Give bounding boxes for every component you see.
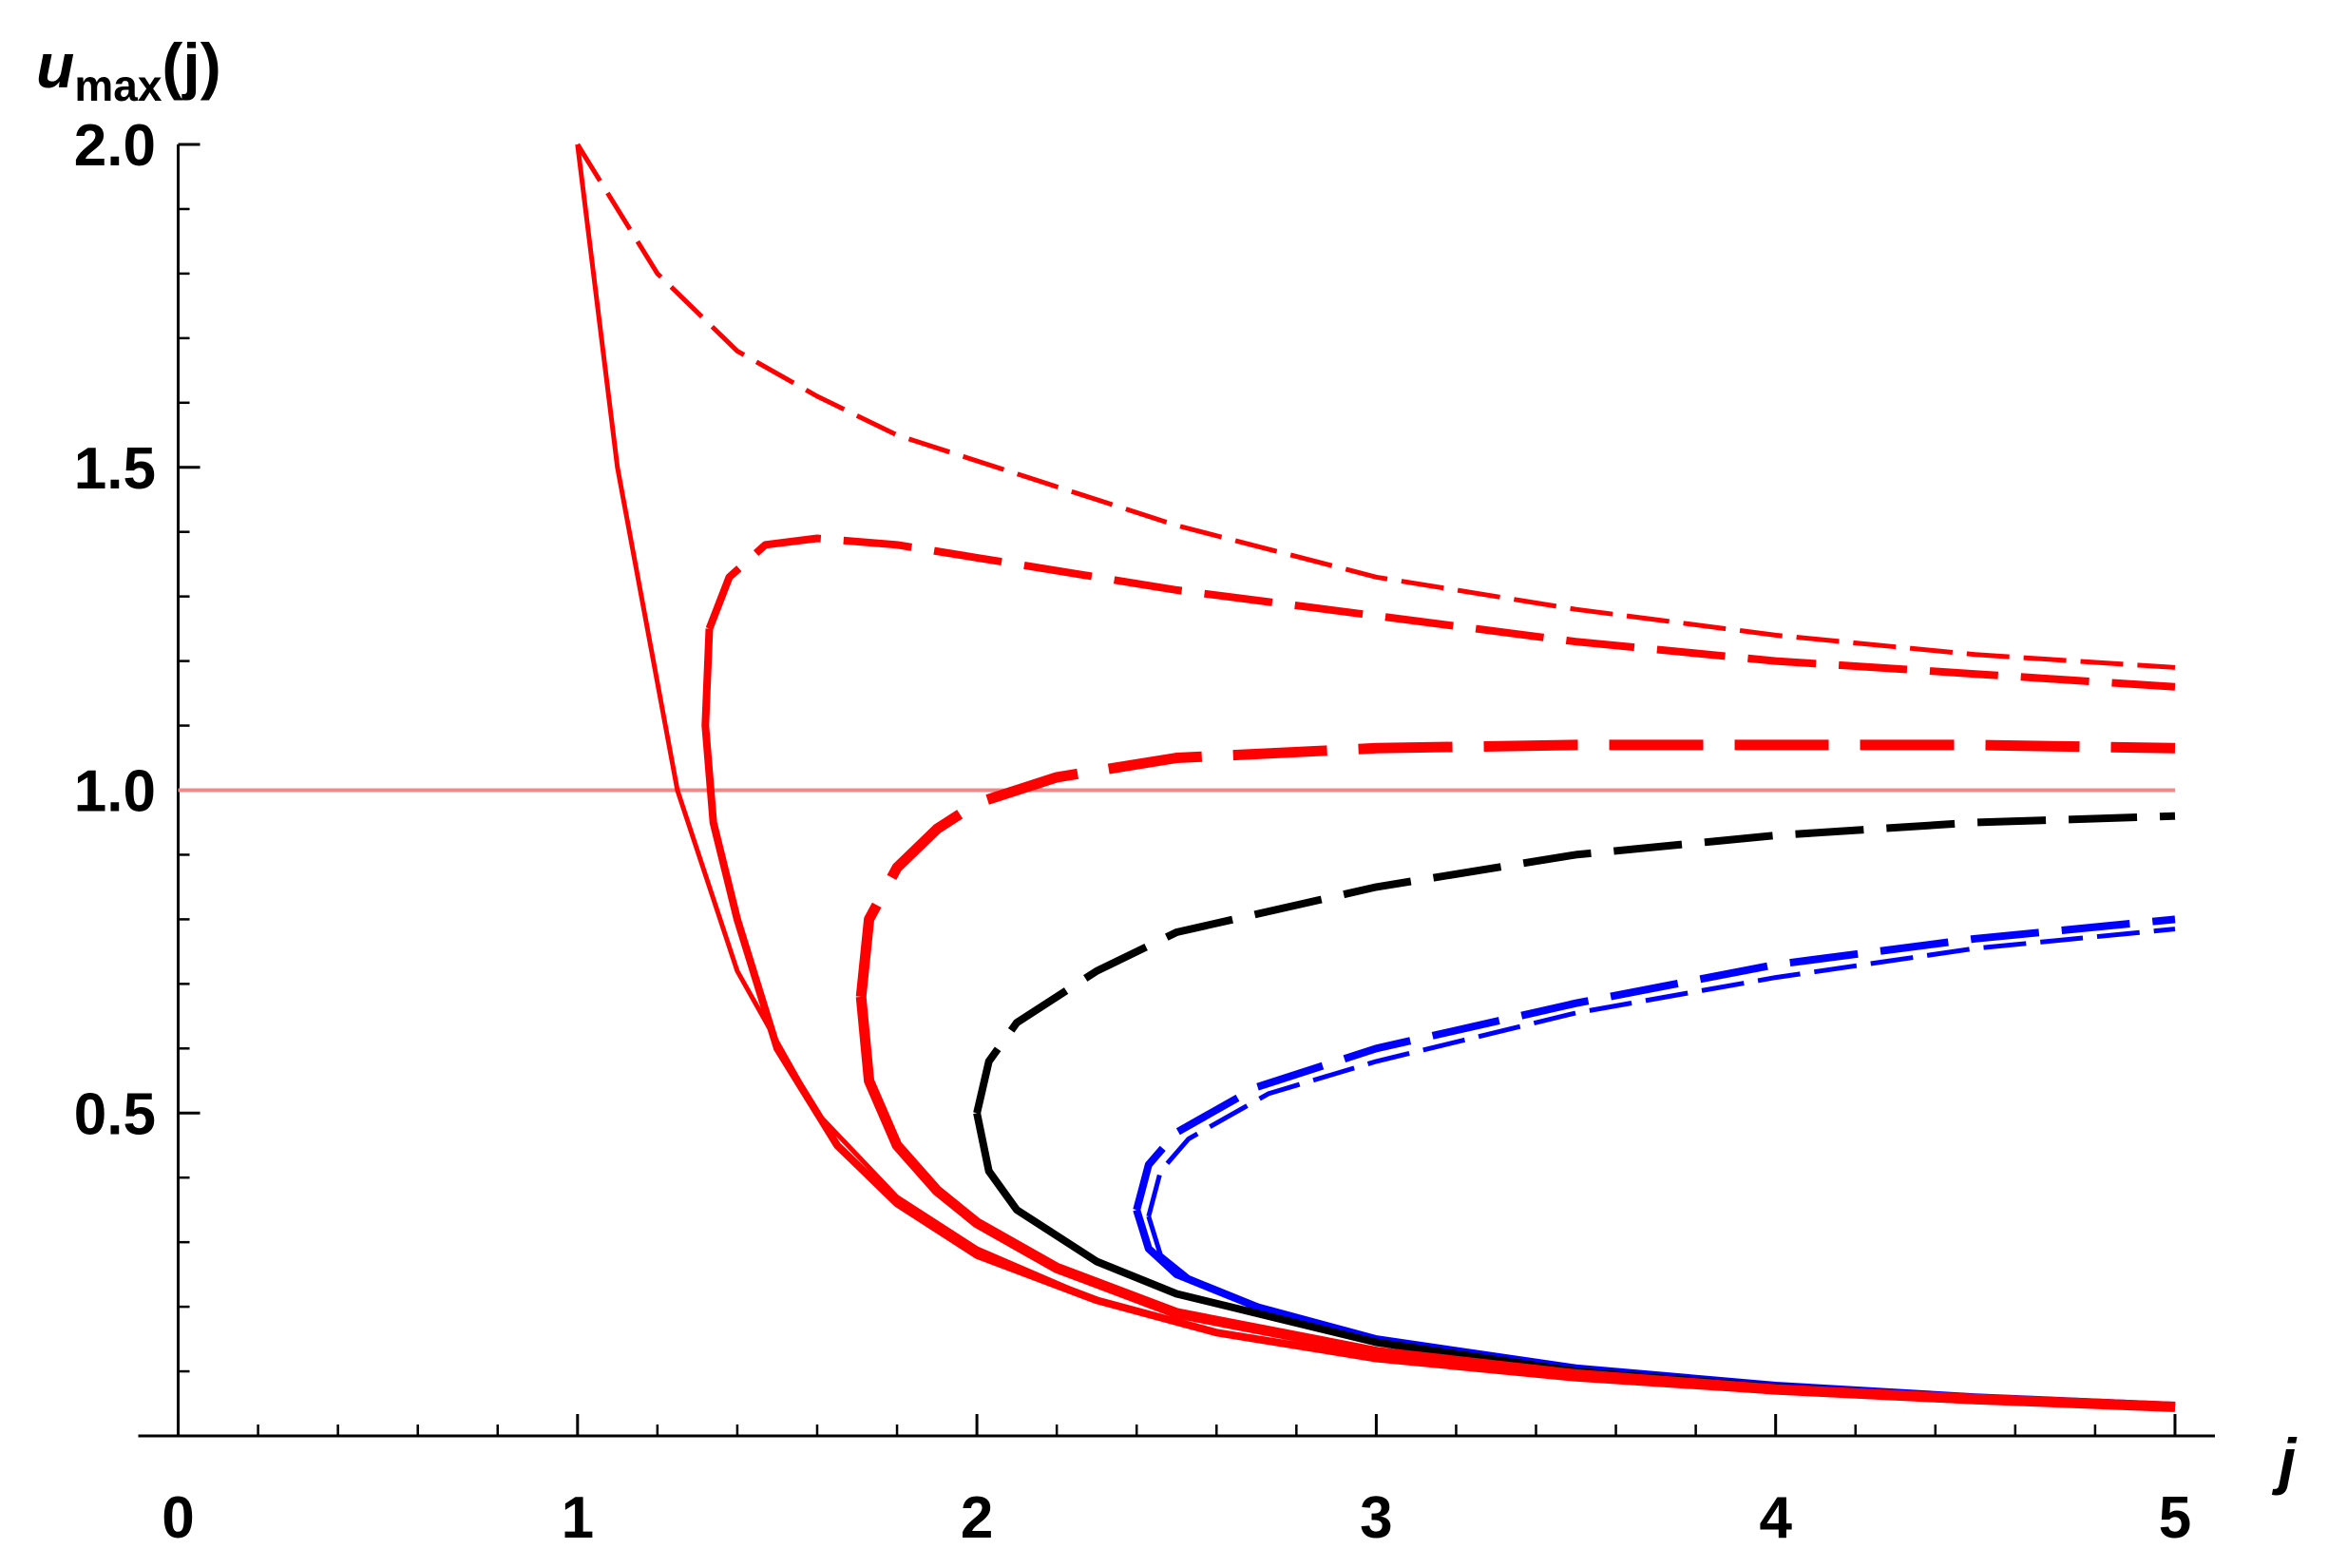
curve <box>973 812 2176 1115</box>
y-axis-label: umax(j) <box>36 30 221 110</box>
curve <box>575 143 2176 670</box>
y-tick-label: 2.0 <box>74 113 156 179</box>
y-tick-label: 1.0 <box>74 759 156 825</box>
x-tick-label: 5 <box>2159 1485 2191 1551</box>
curve <box>1133 915 2176 1212</box>
y-label-base: u <box>36 30 74 101</box>
y-tick-label: 0.5 <box>74 1081 156 1147</box>
curve <box>855 739 2176 998</box>
y-label-subscript: max <box>74 61 162 110</box>
curve <box>855 996 2176 1412</box>
x-tick-label: 4 <box>1759 1485 1792 1551</box>
x-tick-label: 1 <box>562 1485 594 1551</box>
y-label-rest: (j) <box>162 30 220 101</box>
x-axis-label: j <box>2271 1425 2298 1496</box>
x-tick-label: 3 <box>1360 1485 1392 1551</box>
x-tick-label: 2 <box>961 1485 993 1551</box>
curve <box>705 534 2176 691</box>
x-tick-label: 0 <box>162 1485 194 1551</box>
y-tick-label: 1.5 <box>74 436 156 502</box>
curve <box>575 143 2176 1409</box>
curve <box>1146 927 2176 1217</box>
